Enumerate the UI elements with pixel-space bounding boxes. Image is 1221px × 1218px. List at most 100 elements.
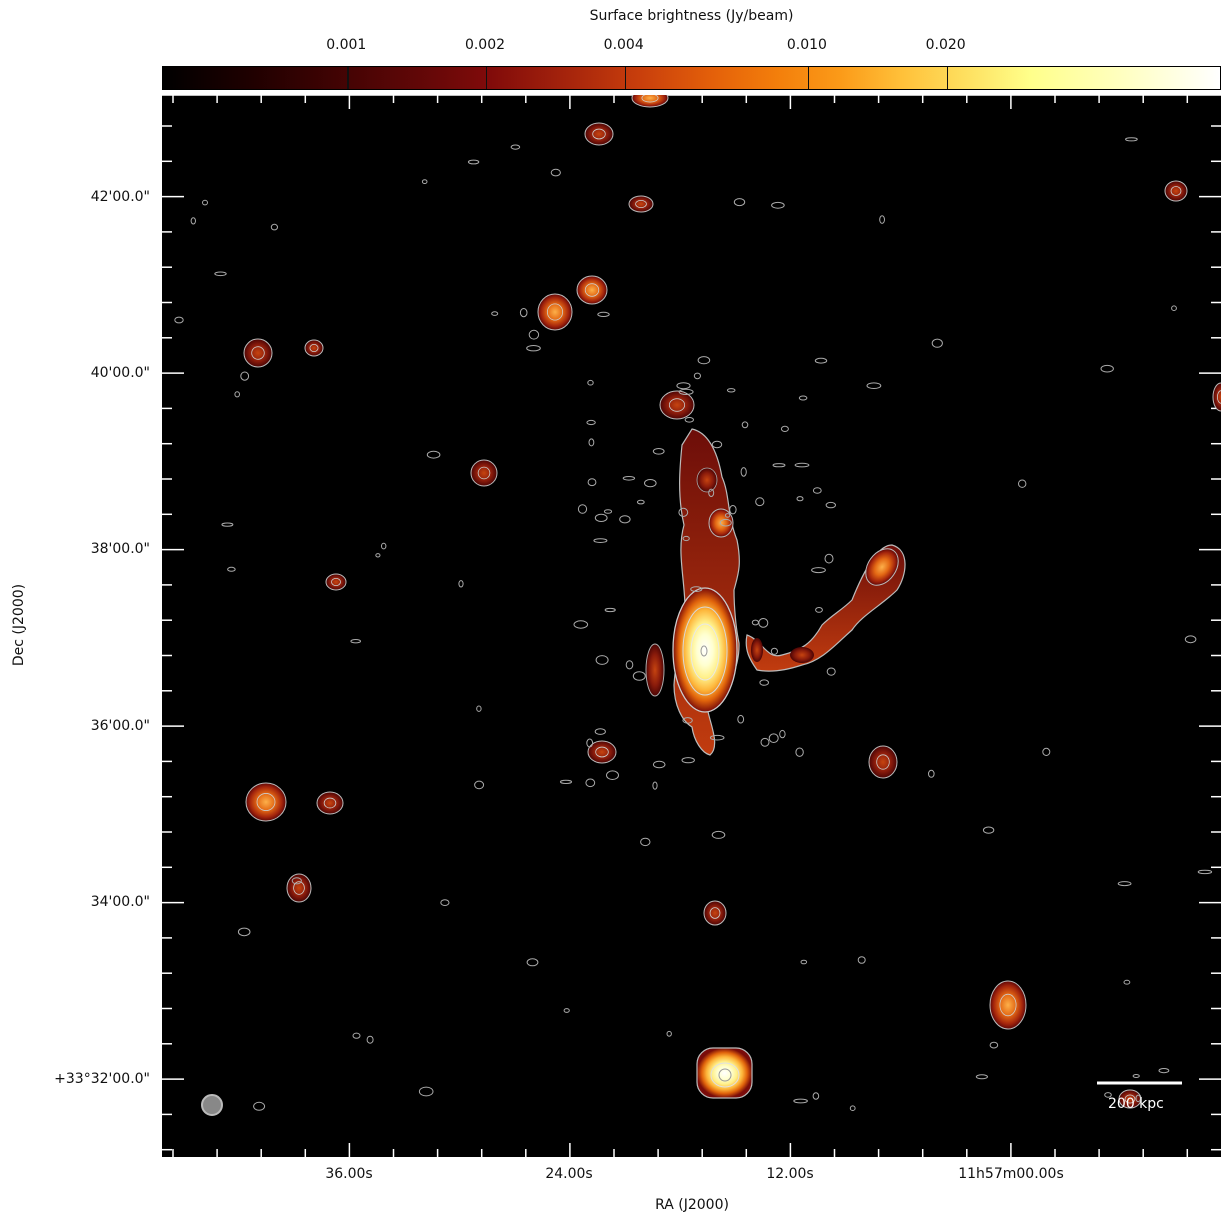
colorbar-tick — [807, 67, 810, 89]
x-axis-label: RA (J2000) — [655, 1197, 729, 1213]
noise-contour — [857, 956, 866, 964]
noise-contour — [771, 201, 785, 209]
colorbar-tick — [347, 67, 349, 89]
noise-contour — [849, 1105, 856, 1112]
noise-contour — [779, 729, 786, 739]
noise-contour — [519, 308, 528, 318]
colorbar-tick — [946, 67, 949, 89]
noise-contour — [794, 462, 810, 468]
colorbar-tick — [485, 67, 488, 89]
noise-contour — [587, 379, 594, 386]
colorbar-tick-label: 0.004 — [603, 37, 644, 53]
noise-contour — [586, 738, 594, 748]
compact-source — [628, 195, 654, 213]
compact-source — [868, 745, 898, 779]
noise-contour — [652, 781, 658, 790]
noise-contour — [795, 747, 804, 757]
noise-contour — [760, 737, 770, 747]
y-tick-label: 42'00.0" — [90, 189, 150, 205]
noise-contour — [366, 1035, 374, 1044]
noise-contour — [800, 959, 808, 965]
source-contour — [1170, 186, 1182, 196]
compact-source — [659, 390, 695, 420]
compact-source — [243, 338, 273, 368]
x-tick-label: 11h57m00.00s — [958, 1166, 1064, 1182]
noise-contour — [1132, 1074, 1140, 1078]
noise-contour — [587, 478, 597, 487]
noise-contour — [586, 419, 596, 426]
source-contour — [1217, 390, 1221, 404]
noise-contour — [528, 329, 540, 340]
y-tick-label: 40'00.0" — [90, 365, 150, 381]
noise-contour — [751, 619, 760, 626]
noise-contour — [928, 769, 935, 778]
source-contour — [331, 577, 341, 586]
compact-source — [1118, 1089, 1142, 1109]
noise-contour — [1171, 305, 1177, 311]
noise-contour — [982, 826, 995, 834]
noise-contour — [814, 357, 828, 364]
noise-contour — [682, 535, 690, 542]
compact-source — [316, 791, 344, 815]
source-contour — [584, 283, 600, 297]
noise-contour — [625, 660, 634, 670]
source-contour — [323, 797, 337, 809]
colorbar-tick-label: 0.010 — [786, 37, 827, 53]
noise-contour — [1042, 747, 1051, 757]
colorbar-title: Surface brightness (Jy/beam) — [589, 8, 794, 24]
x-tick-label: 12.00s — [766, 1166, 814, 1182]
noise-contour — [755, 497, 765, 507]
noise-contour — [931, 338, 943, 348]
noise-contour — [440, 899, 450, 906]
compact-source — [703, 900, 727, 926]
compact-source — [587, 740, 617, 764]
noise-contour — [812, 487, 822, 494]
noise-contour — [214, 271, 227, 277]
noise-contour — [352, 1032, 361, 1039]
noise-contour — [697, 356, 711, 365]
compact-source — [286, 873, 312, 903]
noise-contour — [825, 501, 836, 509]
noise-contour — [458, 580, 464, 588]
noise-contour — [772, 463, 786, 468]
x-tick-label: 36.00s — [325, 1166, 373, 1182]
noise-contour — [227, 566, 236, 572]
noise-contour — [597, 311, 610, 317]
noise-contour — [603, 509, 613, 514]
noise-contour — [585, 778, 596, 788]
noise-contour — [240, 371, 250, 381]
noise-contour — [636, 499, 645, 505]
noise-contour — [640, 837, 651, 847]
noise-contour — [684, 417, 694, 423]
radio-image-panel: 200 kpc — [162, 95, 1221, 1157]
compact-source — [325, 573, 347, 591]
noise-contour — [604, 607, 616, 613]
noise-contour — [559, 779, 573, 785]
x-tick-label: 24.00s — [545, 1166, 593, 1182]
y-axis-label: Dec (J2000) — [11, 583, 27, 667]
noise-contour — [593, 538, 608, 544]
noise-contour — [866, 382, 882, 390]
colorbar-tick — [624, 67, 627, 89]
noise-contour — [1104, 1092, 1112, 1098]
noise-contour — [381, 542, 387, 550]
noise-contour — [421, 179, 428, 184]
noise-contour — [759, 679, 770, 686]
noise-contour — [476, 705, 482, 712]
noise-contour — [174, 316, 184, 324]
noise-contour — [711, 440, 723, 449]
noise-contour — [989, 1041, 999, 1049]
noise-contour — [729, 505, 737, 515]
noise-contour — [770, 647, 779, 655]
source-contour — [309, 343, 319, 352]
noise-contour — [291, 877, 302, 885]
noise-contour — [681, 757, 695, 764]
noise-contour — [491, 311, 499, 316]
noise-contour — [644, 479, 657, 488]
noise-contour — [474, 780, 485, 790]
noise-contour — [711, 830, 726, 839]
compact-source — [304, 339, 324, 357]
noise-contour — [1135, 1094, 1141, 1103]
noise-contour — [676, 382, 691, 390]
noise-contour — [740, 467, 747, 477]
